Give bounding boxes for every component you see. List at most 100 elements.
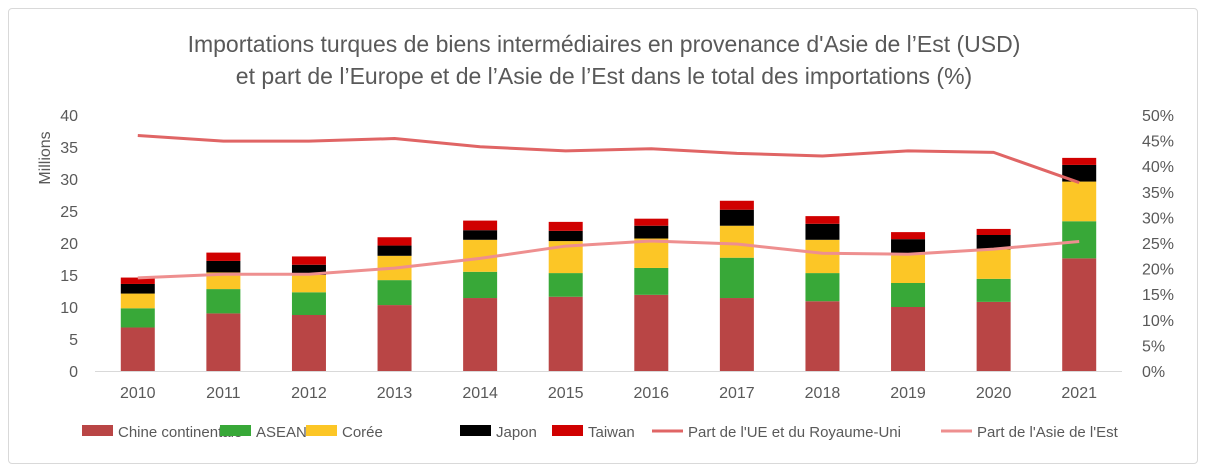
bar-cor-e-2018 xyxy=(805,239,840,274)
bar-japon-2020 xyxy=(976,235,1011,250)
bar-taiwan-2011 xyxy=(206,252,241,261)
bar-asean-2016 xyxy=(634,267,669,295)
legend-swatch xyxy=(552,425,583,436)
bar-japon-2016 xyxy=(634,225,669,239)
bar-taiwan-2013 xyxy=(377,237,412,246)
legend-label: Part de l'UE et du Royaume-Uni xyxy=(688,424,901,441)
bar-asean-2018 xyxy=(805,273,840,302)
y2-tick-label: 10% xyxy=(1142,313,1174,330)
x-tick-label: 2020 xyxy=(976,385,1012,402)
bar-cor-e-2011 xyxy=(206,272,241,290)
bar-asean-2019 xyxy=(891,283,926,307)
bar-chine-continentale-2020 xyxy=(976,301,1011,371)
bar-chine-continentale-2021 xyxy=(1062,258,1097,371)
bar-cor-e-2021 xyxy=(1062,181,1097,222)
line-part-de-l-asie-de-l-est xyxy=(137,239,1080,280)
y-tick-label: 10 xyxy=(60,300,78,317)
y2-tick-label: 45% xyxy=(1142,134,1174,151)
bar-japon-2019 xyxy=(891,239,926,254)
bar-asean-2013 xyxy=(377,280,412,306)
bar-taiwan-2015 xyxy=(548,221,583,231)
bar-japon-2018 xyxy=(805,223,840,240)
bar-japon-2017 xyxy=(719,209,754,226)
legend-label: Japon xyxy=(496,424,537,441)
bar-japon-2014 xyxy=(463,230,498,240)
bar-chine-continentale-2010 xyxy=(120,327,155,371)
x-tick-label: 2016 xyxy=(633,385,669,402)
x-tick-label: 2018 xyxy=(805,385,841,402)
bar-asean-2011 xyxy=(206,289,241,314)
legend-swatch xyxy=(306,425,337,436)
bar-asean-2015 xyxy=(548,273,583,297)
x-tick-label: 2017 xyxy=(719,385,755,402)
bar-cor-e-2017 xyxy=(719,225,754,258)
y-tick-label: 20 xyxy=(60,236,78,253)
bar-japon-2015 xyxy=(548,230,583,242)
bar-taiwan-2014 xyxy=(463,220,498,231)
bar-chine-continentale-2013 xyxy=(377,305,412,371)
bar-asean-2014 xyxy=(463,271,498,299)
x-tick-label: 2019 xyxy=(890,385,926,402)
x-tick-label: 2015 xyxy=(548,385,584,402)
bar-cor-e-2020 xyxy=(976,249,1011,279)
bar-chine-continentale-2011 xyxy=(206,313,241,371)
y-tick-label: 5 xyxy=(69,332,78,349)
y-tick-label: 35 xyxy=(60,140,78,157)
x-tick-label: 2021 xyxy=(1061,385,1097,402)
bar-cor-e-2012 xyxy=(291,275,326,293)
y2-tick-label: 25% xyxy=(1142,236,1174,253)
bar-cor-e-2016 xyxy=(634,238,669,268)
bar-japon-2013 xyxy=(377,245,412,256)
legend-swatch xyxy=(220,425,251,436)
bar-japon-2012 xyxy=(291,264,326,275)
legend-label: Taiwan xyxy=(588,424,635,441)
y2-tick-label: 15% xyxy=(1142,287,1174,304)
bar-taiwan-2017 xyxy=(719,200,754,210)
bar-cor-e-2019 xyxy=(891,253,926,283)
bar-taiwan-2010 xyxy=(120,277,155,284)
bar-chine-continentale-2016 xyxy=(634,294,669,371)
bar-chine-continentale-2019 xyxy=(891,307,926,371)
bar-cor-e-2010 xyxy=(120,293,155,309)
y2-tick-label: 0% xyxy=(1142,364,1165,381)
line-part-de-l-ue-et-du-royaume-uni xyxy=(137,133,1080,184)
legend-label: ASEAN xyxy=(256,424,307,441)
y-tick-label: 30 xyxy=(60,172,78,189)
bar-taiwan-2012 xyxy=(291,256,326,265)
legend-label: Part de l'Asie de l'Est xyxy=(977,424,1119,441)
x-tick-label: 2011 xyxy=(206,385,241,402)
bar-taiwan-2018 xyxy=(805,216,840,224)
bar-asean-2012 xyxy=(291,292,326,315)
bar-asean-2017 xyxy=(719,257,754,299)
bar-asean-2020 xyxy=(976,278,1011,302)
y-tick-label: 40 xyxy=(60,108,78,125)
chart-subtitle: et part de l’Europe et de l’Asie de l’Es… xyxy=(235,63,973,89)
x-tick-label: 2013 xyxy=(377,385,413,402)
y2-tick-label: 5% xyxy=(1142,338,1165,355)
y2-tick-label: 20% xyxy=(1142,262,1174,279)
bar-chine-continentale-2012 xyxy=(291,315,326,371)
legend-label: Chine continentale xyxy=(118,424,242,441)
y2-tick-label: 30% xyxy=(1142,210,1174,227)
x-tick-label: 2010 xyxy=(120,385,156,402)
y2-tick-label: 50% xyxy=(1142,108,1174,125)
chart-title: Importations turques de biens intermédia… xyxy=(187,31,1021,57)
y-axis-label: Millions xyxy=(37,131,54,184)
legend-swatch xyxy=(82,425,113,436)
bar-taiwan-2019 xyxy=(891,232,926,240)
bar-chine-continentale-2015 xyxy=(548,296,583,371)
y-tick-label: 15 xyxy=(60,268,78,285)
bar-taiwan-2016 xyxy=(634,218,669,226)
chart-frame xyxy=(8,8,1198,464)
y2-tick-label: 35% xyxy=(1142,185,1174,202)
bar-japon-2011 xyxy=(206,260,241,273)
legend-label: Corée xyxy=(342,424,383,441)
bar-chine-continentale-2018 xyxy=(805,301,840,371)
x-tick-label: 2014 xyxy=(462,385,498,402)
bar-japon-2021 xyxy=(1062,164,1097,182)
y2-tick-label: 40% xyxy=(1142,159,1174,176)
bar-japon-2010 xyxy=(120,283,155,294)
bar-chine-continentale-2017 xyxy=(719,298,754,371)
y-tick-label: 0 xyxy=(69,364,78,381)
